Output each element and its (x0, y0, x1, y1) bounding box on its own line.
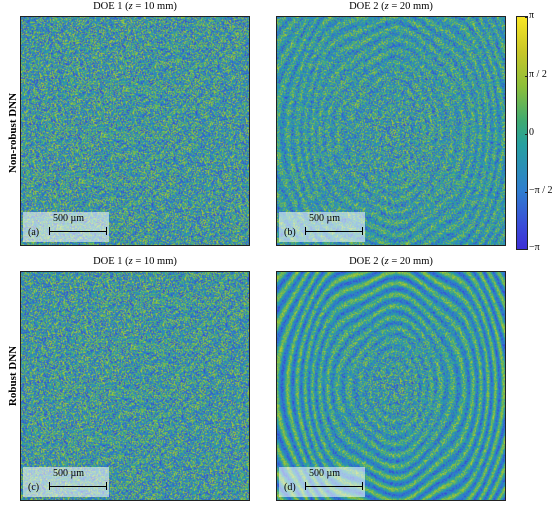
scale-bar-label-b: 500 µm (309, 213, 341, 224)
phase-image-d (277, 272, 505, 500)
row-label-robust: Robust DNN (7, 345, 19, 407)
panel-letter-d: (d) (284, 482, 296, 493)
scale-bar-label-d: 500 µm (309, 468, 341, 479)
phase-map-d: (d) 500 µm (276, 271, 506, 501)
panel-title-d: DOE 2 (z = 20 mm) (349, 256, 433, 267)
panel-title-c: DOE 1 (z = 10 mm) (93, 256, 177, 267)
phase-map-b: (b) 500 µm (276, 16, 506, 246)
colorbar-tick-half-pi: π / 2 (525, 69, 547, 80)
scale-box-d: (d) 500 µm (279, 467, 365, 497)
scale-bar-a (49, 227, 107, 235)
row-label-non-robust: Non-robust DNN (7, 92, 19, 174)
phase-map-a: (a) 500 µm (20, 16, 250, 246)
panel-letter-c: (c) (28, 482, 40, 493)
scale-bar-c (49, 482, 107, 490)
panel-title-b: DOE 2 (z = 20 mm) (349, 1, 433, 12)
colorbar-tick-neg-half-pi: −π / 2 (524, 185, 553, 196)
scale-bar-b (305, 227, 363, 235)
colorbar-tick-neg-pi: −π (525, 242, 540, 253)
panel-title-a: DOE 1 (z = 10 mm) (93, 1, 177, 12)
scale-bar-d (305, 482, 363, 490)
colorbar-tick-pi: π (524, 10, 535, 21)
panel-letter-a: (a) (28, 227, 40, 238)
colorbar-tick-zero: 0 (525, 127, 534, 138)
scale-box-a: (a) 500 µm (23, 212, 109, 242)
phase-colorbar (516, 16, 528, 250)
scale-bar-label-a: 500 µm (53, 213, 85, 224)
phase-image-b (277, 17, 505, 245)
phase-image-a (21, 17, 249, 245)
scale-box-c: (c) 500 µm (23, 467, 109, 497)
phase-map-c: (c) 500 µm (20, 271, 250, 501)
phase-image-c (21, 272, 249, 500)
scale-box-b: (b) 500 µm (279, 212, 365, 242)
scale-bar-label-c: 500 µm (53, 468, 85, 479)
panel-letter-b: (b) (284, 227, 296, 238)
